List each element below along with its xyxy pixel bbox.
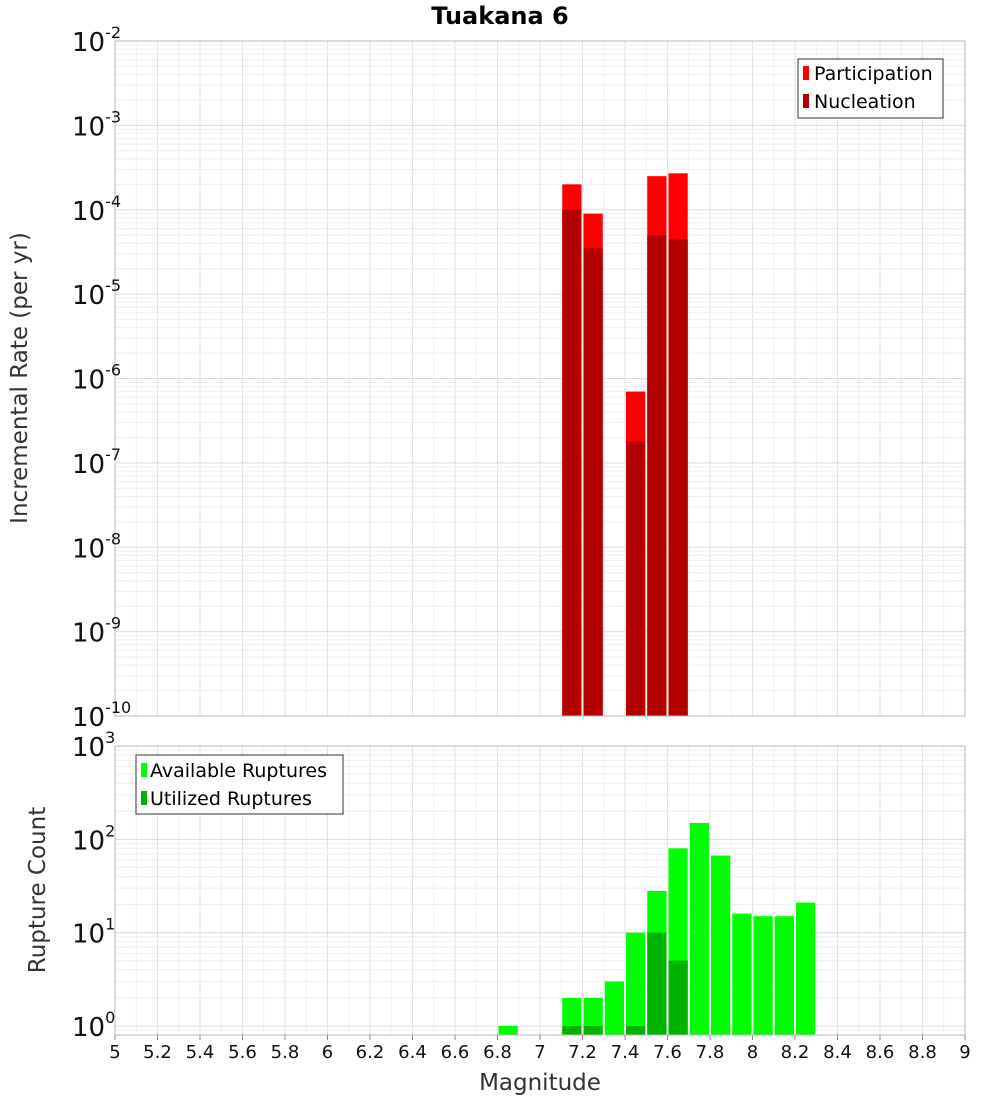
x-tick-label: 6	[322, 1042, 333, 1063]
x-tick-label: 6.4	[398, 1042, 427, 1063]
top-ytick-label: 10-6	[72, 361, 121, 396]
x-tick-label: 5.2	[143, 1042, 172, 1063]
top-legend-box	[797, 58, 944, 119]
legend-swatch-nucleation	[803, 94, 809, 108]
count-bar-secondary	[626, 1025, 646, 1035]
bottom-ytick-label: 100	[72, 1008, 115, 1043]
x-tick-label: 5.4	[186, 1042, 215, 1063]
count-bar-secondary	[562, 1025, 582, 1035]
x-tick-label: 8.2	[781, 1042, 810, 1063]
x-ticks: 5 5.2 5.4 5.6 5.8 6 6.2 6.4 6.6 6.8 7 7.2 7.4 7.6 7.8 8…	[109, 1035, 971, 1063]
count-bar-primary	[583, 997, 603, 1035]
top-ytick-label: 10-2	[72, 23, 121, 58]
top-ytick-label: 10-7	[72, 445, 121, 480]
legend-label-utilized: Utilized Ruptures	[150, 788, 312, 810]
top-ytick-label: 10-10	[72, 698, 131, 733]
bottom-ytick-label: 102	[72, 821, 115, 856]
top-panel: 10-10 10-9 10-8 10-7 10-6 10-5 10-4 10-3 10-2 In…	[7, 23, 966, 733]
x-tick-label: 7	[534, 1042, 545, 1063]
top-ytick-label: 10-3	[72, 107, 121, 142]
count-bar-primary	[774, 916, 794, 1035]
bottom-ytick-label: 101	[72, 915, 115, 950]
rate-bar-secondary	[583, 248, 603, 717]
legend-label-nucleation: Nucleation	[814, 91, 916, 113]
count-bar-primary	[753, 916, 773, 1035]
x-tick-label: 7.8	[696, 1042, 725, 1063]
count-bar-primary	[689, 822, 709, 1035]
count-bar-primary	[732, 913, 752, 1035]
count-bar-primary	[711, 855, 731, 1035]
x-tick-label: 6.6	[441, 1042, 470, 1063]
count-bar-secondary	[668, 960, 688, 1035]
count-bar-secondary	[583, 1025, 603, 1035]
rate-bar-secondary	[562, 209, 582, 716]
x-tick-label: 7.2	[568, 1042, 597, 1063]
bottom-panel: 100 101 102 103 5 5.2 5.4 5.6 5.8 6 6.2 6.4 6.6 6.8 7…	[25, 728, 971, 1096]
x-tick-label: 6.2	[356, 1042, 385, 1063]
top-y-ticks: 10-10 10-9 10-8 10-7 10-6 10-5 10-4 10-3 10-2	[72, 23, 131, 733]
top-legend: Participation Nucleation	[797, 58, 944, 119]
top-ytick-label: 10-5	[72, 276, 121, 311]
rate-bar-secondary	[626, 441, 646, 716]
x-tick-label: 6.8	[483, 1042, 512, 1063]
x-tick-label: 5.8	[271, 1042, 300, 1063]
x-tick-label: 7.6	[653, 1042, 682, 1063]
bottom-y-ticks: 100 101 102 103	[72, 728, 115, 1043]
top-ytick-label: 10-9	[72, 614, 121, 649]
count-bar-secondary	[647, 932, 667, 1035]
legend-swatch-available	[141, 763, 147, 777]
bottom-legend: Available Ruptures Utilized Ruptures	[135, 754, 344, 815]
top-ytick-label: 10-8	[72, 529, 121, 564]
bottom-ytick-label: 103	[72, 728, 115, 763]
chart-title: Tuakana 6	[431, 2, 569, 30]
top-bars	[562, 173, 688, 717]
x-tick-label: 7.4	[611, 1042, 640, 1063]
top-grid	[114, 41, 966, 717]
legend-swatch-utilized	[141, 791, 147, 805]
x-tick-label: 8.4	[823, 1042, 852, 1063]
x-tick-label: 5	[109, 1042, 120, 1063]
rate-bar-secondary	[668, 239, 688, 716]
top-y-axis-title: Incremental Rate (per yr)	[7, 232, 33, 524]
x-tick-label: 8	[747, 1042, 758, 1063]
bottom-bars	[498, 822, 816, 1035]
bottom-y-axis-title: Rupture Count	[25, 807, 51, 973]
x-tick-label: 9	[959, 1042, 970, 1063]
legend-label-participation: Participation	[814, 63, 933, 85]
legend-swatch-participation	[803, 66, 809, 80]
count-bar-primary	[498, 1025, 518, 1035]
top-plot-border	[114, 40, 966, 717]
x-axis-title: Magnitude	[479, 1070, 601, 1096]
x-tick-label: 5.6	[228, 1042, 257, 1063]
count-bar-primary	[604, 981, 624, 1035]
bottom-legend-box	[135, 754, 344, 815]
x-tick-label: 8.8	[908, 1042, 937, 1063]
count-bar-primary	[562, 997, 582, 1035]
top-ytick-label: 10-4	[72, 192, 121, 227]
legend-label-available: Available Ruptures	[150, 760, 327, 782]
count-bar-primary	[796, 902, 816, 1035]
rate-bar-secondary	[647, 235, 667, 716]
count-bar-primary	[626, 932, 646, 1035]
x-tick-label: 8.6	[866, 1042, 895, 1063]
